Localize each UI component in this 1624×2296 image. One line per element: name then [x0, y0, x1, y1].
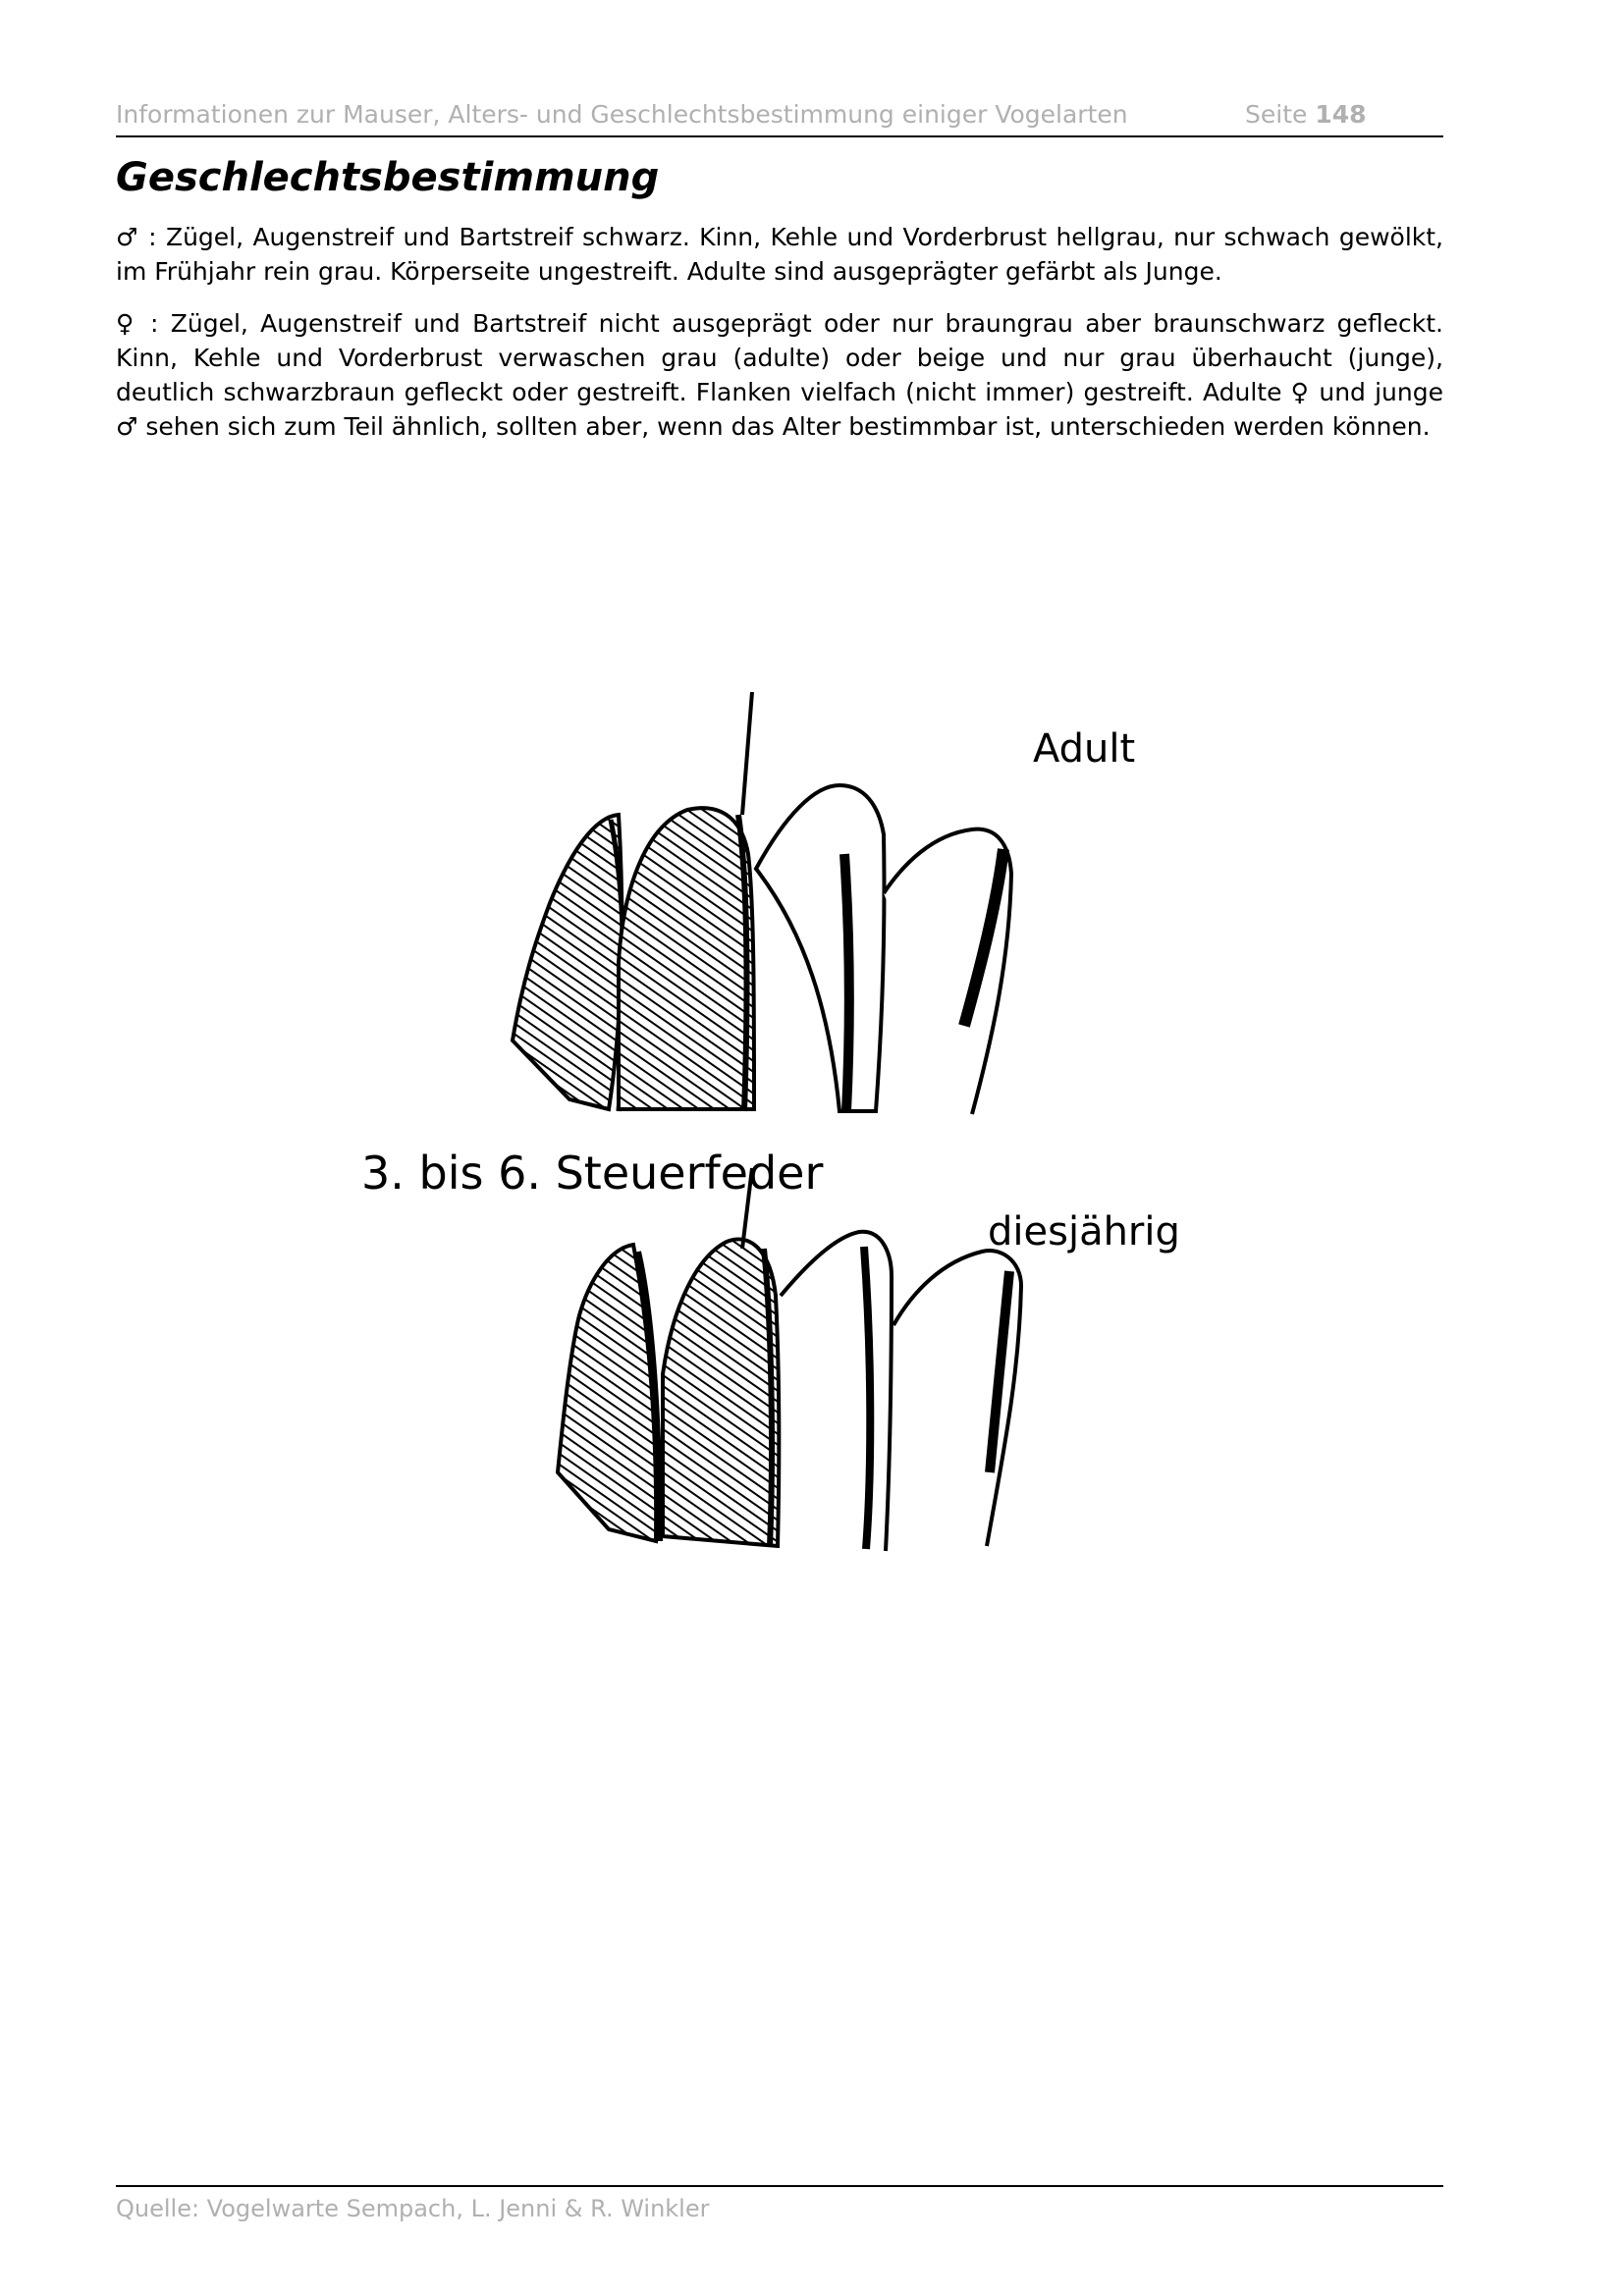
juv-feather-3 — [555, 1242, 659, 1544]
page-prefix: Seite — [1245, 100, 1308, 129]
juv-feather-5 — [779, 1229, 894, 1552]
adult-feathers — [510, 691, 1014, 1115]
adult-feather-5 — [753, 782, 887, 1113]
juv-feather-6 — [892, 1249, 1024, 1547]
paragraph-female: ♀ : Zügel, Augenstreif und Bartstreif ni… — [116, 309, 1443, 441]
footer-rule — [116, 2185, 1443, 2187]
label-adult: Adult — [1033, 726, 1136, 772]
adult-feather-6 — [882, 827, 1014, 1115]
juv-feather-4 — [661, 1237, 782, 1549]
footer-source: Quelle: Vogelwarte Sempach, L. Jenni & R… — [116, 2195, 710, 2222]
adult-feather-3 — [510, 812, 624, 1112]
page-number: 148 — [1315, 100, 1367, 129]
header-title: Informationen zur Mauser, Alters- und Ge… — [116, 100, 1128, 129]
header-page-number: Seite 148 — [1245, 100, 1367, 129]
adult-feather-4 — [617, 806, 757, 1111]
tail-feather-figure: Adult 3. bis 6. Steuerfeder diesjährig — [295, 687, 1276, 1620]
paragraph-male: ♂ : Zügel, Augenstreif und Bartstreif sc… — [116, 223, 1443, 286]
tail-feather-drawing — [510, 691, 1024, 1552]
section-title: Geschlechtsbestimmung — [116, 155, 660, 200]
label-juvenile: diesjährig — [988, 1209, 1180, 1255]
label-tail-feathers: 3. bis 6. Steuerfeder — [361, 1147, 824, 1200]
juvenile-feathers — [555, 1167, 1024, 1552]
page-header: Informationen zur Mauser, Alters- und Ge… — [116, 96, 1443, 137]
